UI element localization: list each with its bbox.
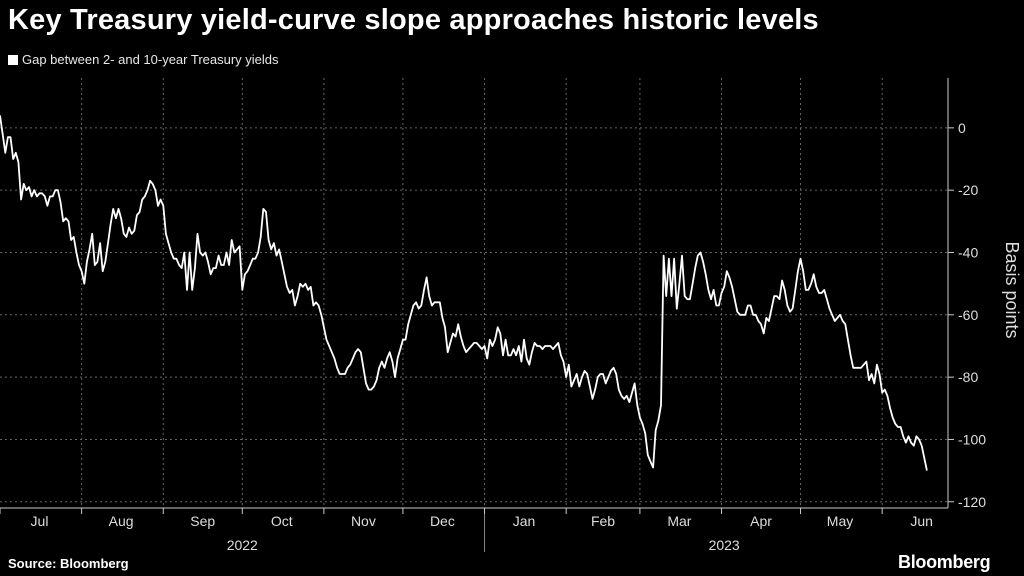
x-tick-label: Jul	[31, 513, 49, 529]
year-label: 2023	[709, 537, 740, 553]
x-tick-label: Apr	[750, 513, 772, 529]
source-note: Source: Bloomberg	[8, 556, 129, 571]
x-tick-label: May	[827, 513, 853, 529]
y-tick-label: -80	[958, 369, 978, 385]
grid	[0, 78, 948, 508]
x-tick-label: Mar	[667, 513, 691, 529]
x-tick-label: Nov	[351, 513, 376, 529]
y-tick-label: -120	[958, 494, 986, 510]
x-tick-label: Jun	[910, 513, 933, 529]
y-tick-label: -60	[958, 307, 978, 323]
x-tick-label: Oct	[271, 513, 293, 529]
y-tick-label: -100	[958, 431, 986, 447]
x-tick-label: Feb	[591, 513, 615, 529]
x-tick-label: Dec	[430, 513, 455, 529]
y-tick-label: -40	[958, 244, 978, 260]
x-axis: Jul Aug Sep Oct Nov Dec Jan Feb Mar Apr May Jun 2022…	[0, 507, 948, 553]
legend-swatch	[8, 54, 18, 65]
x-tick-label: Sep	[190, 513, 215, 529]
year-label: 2022	[227, 537, 258, 553]
y-tick-label: -20	[958, 182, 978, 198]
legend-label: Gap between 2- and 10-year Treasury yiel…	[22, 52, 279, 67]
x-tick-label: Aug	[109, 513, 134, 529]
legend: Gap between 2- and 10-year Treasury yiel…	[8, 52, 279, 67]
y-tick-label: 0	[958, 120, 966, 136]
y-axis-label: Basis points	[1002, 241, 1022, 338]
x-tick-label: Jan	[513, 513, 536, 529]
y-axis: 0 -20 -40 -60 -80 -100 -120	[947, 78, 986, 510]
series-line	[0, 115, 928, 471]
bloomberg-logo: Bloomberg	[898, 552, 991, 572]
chart-title: Key Treasury yield-curve slope approache…	[8, 4, 819, 36]
